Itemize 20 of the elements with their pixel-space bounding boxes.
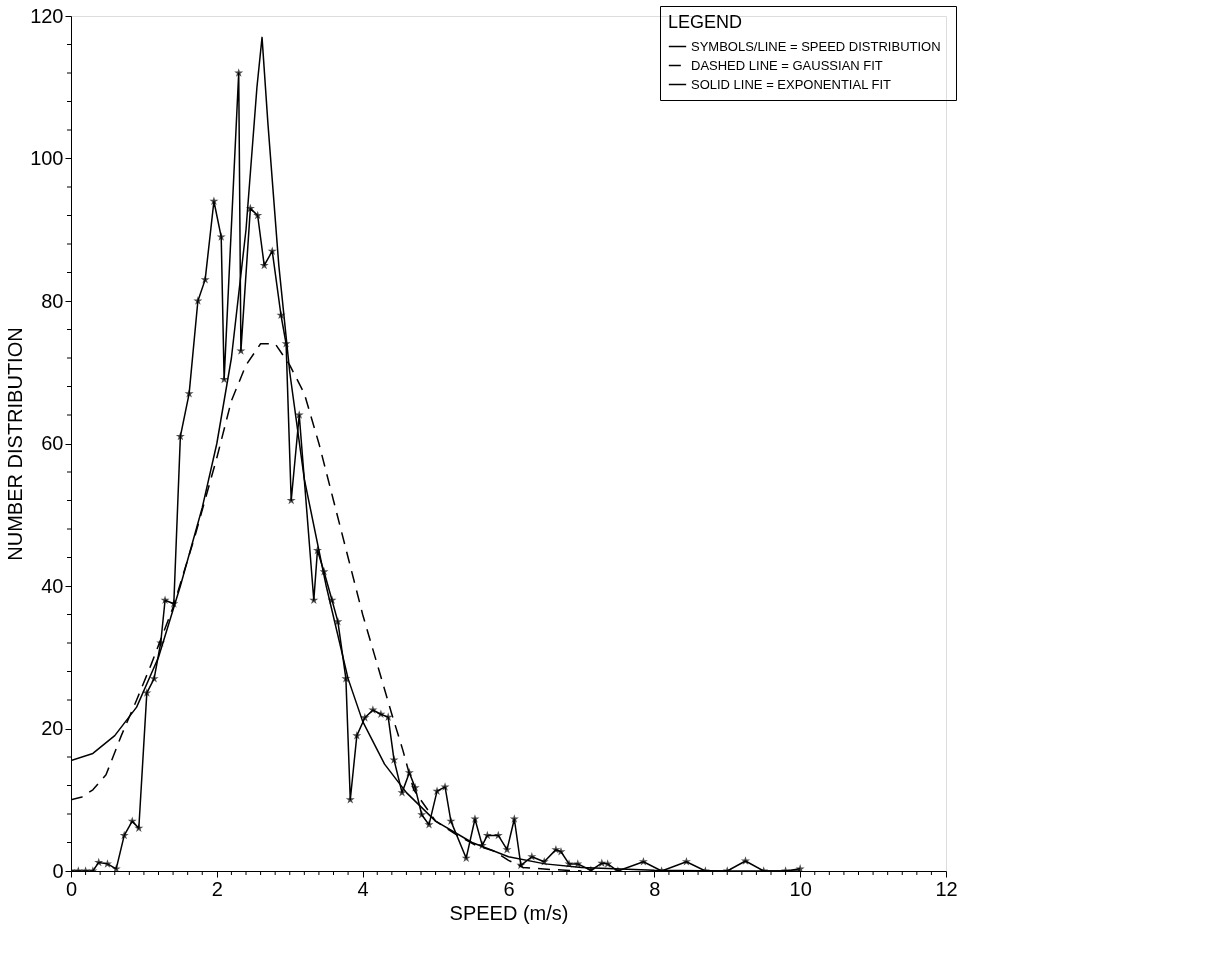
x-tick-label: 0: [65, 877, 78, 900]
y-tick-label: 0: [52, 859, 64, 882]
legend-label: SOLID LINE = EXPONENTIAL FIT: [691, 76, 892, 92]
legend-title: LEGEND: [668, 12, 743, 32]
y-tick-label: 60: [41, 432, 64, 454]
x-tick-label: 4: [357, 877, 369, 900]
legend-label: SYMBOLS/LINE = SPEED DISTRIBUTION: [691, 38, 941, 54]
x-tick-label: 6: [503, 877, 515, 900]
x-tick-label: 10: [789, 877, 812, 900]
y-tick-label: 100: [30, 147, 64, 169]
y-tick-label: 120: [30, 4, 64, 27]
x-axis-title: SPEED (m/s): [449, 901, 569, 924]
x-tick-label: 2: [211, 877, 223, 900]
y-tick-label: 80: [41, 289, 64, 312]
x-tick-label: 8: [649, 877, 661, 900]
y-axis-title: NUMBER DISTRIBUTION: [4, 327, 27, 561]
y-tick-label: 40: [41, 574, 64, 597]
legend-label: DASHED LINE = GAUSSIAN FIT: [691, 57, 883, 73]
x-tick-label: 12: [935, 877, 958, 900]
y-tick-label: 20: [41, 717, 64, 739]
